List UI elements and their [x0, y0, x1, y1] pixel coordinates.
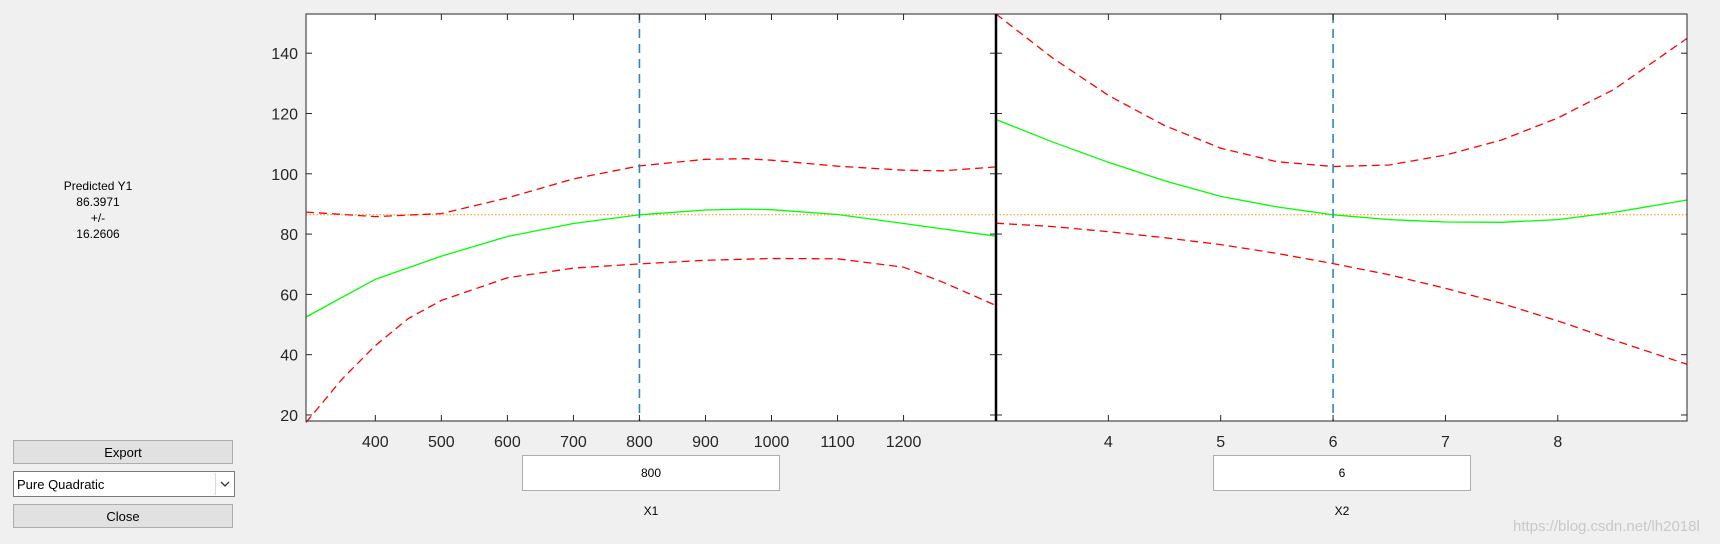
plot1-y-tick-label: 80: [280, 227, 298, 244]
plot2-x-tick-label: 4: [1104, 434, 1113, 451]
readout-title: Predicted Y1: [63, 179, 133, 193]
plot1-y-tick-label: 60: [280, 287, 298, 304]
plot1-x-tick-label: 900: [692, 434, 719, 451]
plot1-x-tick-label: 1200: [886, 434, 922, 451]
plot2-x-tick-label: 5: [1216, 434, 1225, 451]
plot1-area: [306, 14, 996, 421]
plot1-x-tick-label: 600: [494, 434, 521, 451]
plot2-area: [996, 14, 1687, 421]
plot1-x-tick-label: 1000: [754, 434, 790, 451]
readout-value: 86.3971: [76, 195, 120, 209]
x2-label: X2: [1334, 504, 1350, 518]
plot2-x-tick-label: 6: [1329, 434, 1338, 451]
plot1-upper-line: [305, 158, 997, 218]
readout-plusminus: +/-: [90, 211, 106, 225]
plot2-x-tick-label: 7: [1441, 434, 1450, 451]
export-button[interactable]: Export: [13, 440, 233, 464]
plot1-x-tick-label: 1100: [820, 434, 855, 451]
close-button[interactable]: Close: [13, 504, 233, 528]
plot1-x-tick-label: 800: [626, 434, 653, 451]
plot1-x-tick-label: 500: [428, 434, 455, 451]
plot1-y-tick-label: 120: [271, 106, 298, 123]
plot1-y-tick-label: 100: [271, 167, 298, 184]
plot1-y-tick-label: 140: [271, 46, 298, 63]
plot2-x-tick-label: 8: [1553, 434, 1562, 451]
x1-value-input[interactable]: 800: [522, 455, 780, 491]
plot1-y-tick-label: 20: [280, 408, 298, 425]
plot2-lower-line: [995, 222, 1688, 365]
model-select[interactable]: Pure Quadratic: [13, 471, 235, 497]
plot1-lower-line: [305, 257, 997, 423]
chevron-down-icon[interactable]: [215, 473, 233, 495]
readout-interval: 16.2606: [76, 227, 120, 241]
plot1-x-tick-label: 700: [560, 434, 587, 451]
x1-label: X1: [643, 504, 659, 518]
plot1-y-tick-label: 40: [280, 348, 298, 365]
plot1-x-tick-label: 400: [362, 434, 389, 451]
prediction-readout: Predicted Y1 86.3971 +/- 16.2606: [28, 178, 168, 242]
plot1-prediction-line: [305, 208, 997, 318]
watermark: https://blog.csdn.net/lh2018l: [1513, 518, 1700, 535]
model-select-value: Pure Quadratic: [17, 476, 105, 492]
x2-value-input[interactable]: 6: [1213, 455, 1471, 491]
